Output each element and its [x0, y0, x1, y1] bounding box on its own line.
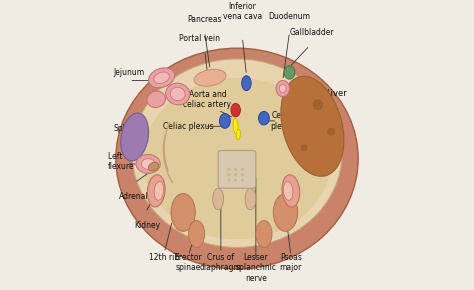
Circle shape	[234, 168, 237, 171]
Ellipse shape	[312, 99, 323, 110]
Ellipse shape	[170, 87, 185, 101]
Ellipse shape	[301, 144, 308, 151]
Circle shape	[228, 173, 230, 176]
Circle shape	[234, 173, 237, 176]
Ellipse shape	[276, 81, 290, 97]
Ellipse shape	[154, 182, 164, 200]
Ellipse shape	[189, 220, 205, 247]
Ellipse shape	[116, 48, 358, 269]
FancyBboxPatch shape	[218, 151, 256, 188]
Ellipse shape	[236, 129, 240, 140]
Text: Erector
spinae: Erector spinae	[175, 253, 202, 272]
Ellipse shape	[136, 155, 160, 173]
Ellipse shape	[143, 78, 331, 239]
Ellipse shape	[233, 118, 238, 134]
Ellipse shape	[258, 111, 269, 125]
Ellipse shape	[154, 72, 169, 84]
Text: Inferior
vena cava: Inferior vena cava	[223, 2, 262, 21]
Ellipse shape	[281, 76, 344, 176]
Ellipse shape	[166, 83, 190, 105]
Text: Celiac
plexus: Celiac plexus	[270, 111, 295, 130]
Text: Psoas
major: Psoas major	[280, 253, 302, 272]
Circle shape	[228, 168, 230, 171]
Circle shape	[234, 179, 237, 182]
Ellipse shape	[242, 76, 251, 90]
Ellipse shape	[231, 103, 240, 117]
Ellipse shape	[219, 113, 230, 128]
Circle shape	[241, 173, 244, 176]
Ellipse shape	[213, 188, 224, 210]
Ellipse shape	[132, 59, 342, 247]
Text: L1: L1	[231, 162, 243, 171]
Text: Spleen: Spleen	[113, 124, 139, 133]
Text: Lesser
splanchnic
nerve: Lesser splanchnic nerve	[236, 253, 276, 283]
Text: Aorta and
celiac artery: Aorta and celiac artery	[183, 90, 231, 109]
Text: Duodenum: Duodenum	[268, 12, 310, 21]
Text: Kidney: Kidney	[135, 221, 161, 230]
Ellipse shape	[273, 194, 298, 231]
Circle shape	[241, 168, 244, 171]
Ellipse shape	[283, 182, 293, 200]
Ellipse shape	[171, 194, 195, 231]
Ellipse shape	[121, 113, 148, 161]
Circle shape	[241, 179, 244, 182]
Text: Adrenal: Adrenal	[118, 192, 148, 201]
Ellipse shape	[282, 175, 300, 207]
Text: 12th rib: 12th rib	[149, 253, 180, 262]
Text: Liver: Liver	[326, 89, 347, 99]
Text: Portal vein: Portal vein	[179, 34, 220, 43]
Ellipse shape	[279, 84, 286, 93]
Ellipse shape	[284, 66, 295, 79]
Ellipse shape	[147, 175, 165, 207]
Text: Crus of
diaphragm: Crus of diaphragm	[200, 253, 242, 272]
Ellipse shape	[245, 188, 256, 210]
Ellipse shape	[141, 159, 155, 169]
Ellipse shape	[147, 91, 165, 108]
Text: Jejunum: Jejunum	[113, 68, 144, 77]
Ellipse shape	[327, 128, 335, 136]
Text: Gallbladder: Gallbladder	[290, 28, 335, 37]
Ellipse shape	[194, 69, 226, 86]
Text: Pancreas: Pancreas	[187, 15, 222, 24]
Ellipse shape	[148, 162, 159, 171]
Ellipse shape	[148, 68, 174, 88]
Text: Left colic
flexure: Left colic flexure	[108, 152, 142, 171]
Text: Celiac plexus: Celiac plexus	[163, 122, 214, 131]
Ellipse shape	[256, 220, 272, 247]
Circle shape	[228, 179, 230, 182]
